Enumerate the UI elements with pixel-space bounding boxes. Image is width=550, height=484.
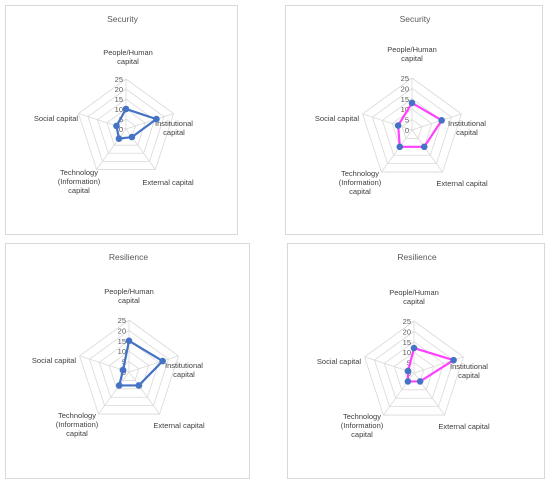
tick-label: 20 — [401, 84, 409, 93]
axis-spoke — [128, 355, 179, 373]
tick-label: 15 — [401, 95, 409, 104]
grid-ring — [98, 340, 160, 398]
chart-panel-resilience-1: Resilience0510152025People/HumancapitalI… — [5, 243, 250, 479]
tick-label: 25 — [403, 317, 411, 326]
tick-label: 5 — [407, 359, 411, 368]
tick-label: 25 — [401, 74, 409, 83]
grid-ring — [364, 320, 464, 416]
series-line — [406, 346, 455, 383]
axis-label: External capital — [438, 422, 490, 431]
axis-label: Technology (Information) capital — [339, 169, 382, 196]
data-point — [396, 143, 404, 151]
tick-label: 25 — [115, 75, 123, 84]
data-point — [404, 367, 412, 375]
radar-chart: Resilience0510152025People/HumancapitalI… — [32, 252, 205, 438]
data-point — [135, 382, 143, 389]
data-point — [113, 122, 120, 130]
tick-label: 15 — [403, 338, 411, 347]
axis-spoke — [128, 371, 160, 415]
grid-ring — [108, 350, 150, 390]
axis-spoke — [411, 113, 462, 131]
data-point — [115, 135, 123, 143]
axis-label: External capital — [436, 179, 488, 188]
data-point — [153, 115, 160, 123]
series-line — [397, 101, 443, 148]
data-point — [416, 378, 424, 385]
grid-ring — [87, 88, 165, 162]
tick-label: 20 — [118, 326, 126, 335]
axis-spoke — [362, 113, 413, 131]
tick-label: 15 — [118, 337, 126, 346]
data-point — [408, 99, 416, 107]
axis-label: Technology (Information) capital — [58, 168, 101, 195]
data-point — [159, 357, 166, 365]
axis-label: Institutional capital — [165, 361, 203, 379]
chart-title: Security — [400, 14, 431, 24]
axis-label: Institutional capital — [448, 119, 486, 137]
axis-label: Institutional capital — [450, 362, 488, 380]
grid-ring — [88, 329, 170, 407]
chart-panel-resilience-2: Resilience0510152025People/HumancapitalI… — [287, 243, 545, 479]
axis-label: Social capital — [315, 114, 360, 123]
grid-ring — [118, 361, 140, 381]
radar-chart: Resilience0510152025People/HumancapitalI… — [317, 252, 490, 439]
tick-label: 0 — [405, 126, 409, 135]
data-point — [404, 378, 412, 385]
axis-label: People/Human capital — [389, 288, 439, 306]
axis-label: Institutional capital — [155, 119, 193, 137]
axis-spoke — [96, 128, 127, 170]
tick-label: 5 — [405, 116, 409, 125]
data-point — [122, 105, 130, 113]
data-point — [128, 133, 136, 141]
grid-ring — [383, 341, 445, 399]
tick-label: 20 — [403, 327, 411, 336]
tick-label: 15 — [115, 95, 123, 104]
data-point — [119, 366, 127, 374]
data-point — [420, 143, 428, 151]
grid-ring — [393, 351, 435, 391]
axis-label: Social capital — [317, 357, 362, 366]
tick-label: 10 — [403, 348, 411, 357]
tick-label: 10 — [118, 347, 126, 356]
axis-label: Social capital — [34, 114, 79, 123]
grid-ring — [77, 78, 175, 170]
axis-spoke — [125, 113, 174, 130]
grid-ring — [401, 119, 423, 139]
axis-label: Technology (Information) capital — [56, 411, 99, 438]
tick-label: 0 — [119, 125, 123, 134]
chart-title: Security — [107, 14, 138, 24]
axis-spoke — [98, 371, 130, 415]
chart-title: Resilience — [397, 252, 436, 262]
data-point — [115, 382, 123, 389]
chart-panel-security-2: Security 0 5 10 15 20 25 People/Human capital Ins… — [285, 5, 543, 235]
axis-spoke — [381, 129, 413, 173]
axis-label: External capital — [142, 178, 194, 187]
tick-label: 10 — [115, 105, 123, 114]
chart-panel-security-1: Security 0 5 10 15 20 25 People/Human capital Ins… — [5, 5, 238, 235]
axis-label: People/Human capital — [387, 45, 437, 63]
grid-ring — [373, 330, 455, 408]
axis-label: Social capital — [32, 356, 77, 365]
tick-label: 25 — [118, 316, 126, 325]
axis-label: People/Human capital — [104, 287, 154, 305]
series-line — [118, 339, 164, 387]
axis-label: People/Human capital — [103, 48, 153, 66]
tick-label: 20 — [115, 85, 123, 94]
data-point — [394, 122, 402, 129]
grid-ring — [371, 87, 453, 165]
axis-label: Technology (Information) capital — [341, 412, 384, 439]
axis-spoke — [411, 129, 443, 173]
data-point — [438, 117, 445, 124]
data-point — [125, 337, 133, 345]
axis-label: External capital — [153, 421, 205, 430]
tick-label: 10 — [401, 105, 409, 114]
chart-title: Resilience — [109, 252, 148, 262]
grid-ring — [362, 77, 462, 173]
grid-ring — [79, 319, 179, 415]
grid-ring — [106, 108, 146, 146]
data-point — [450, 356, 457, 364]
data-point — [410, 344, 418, 352]
